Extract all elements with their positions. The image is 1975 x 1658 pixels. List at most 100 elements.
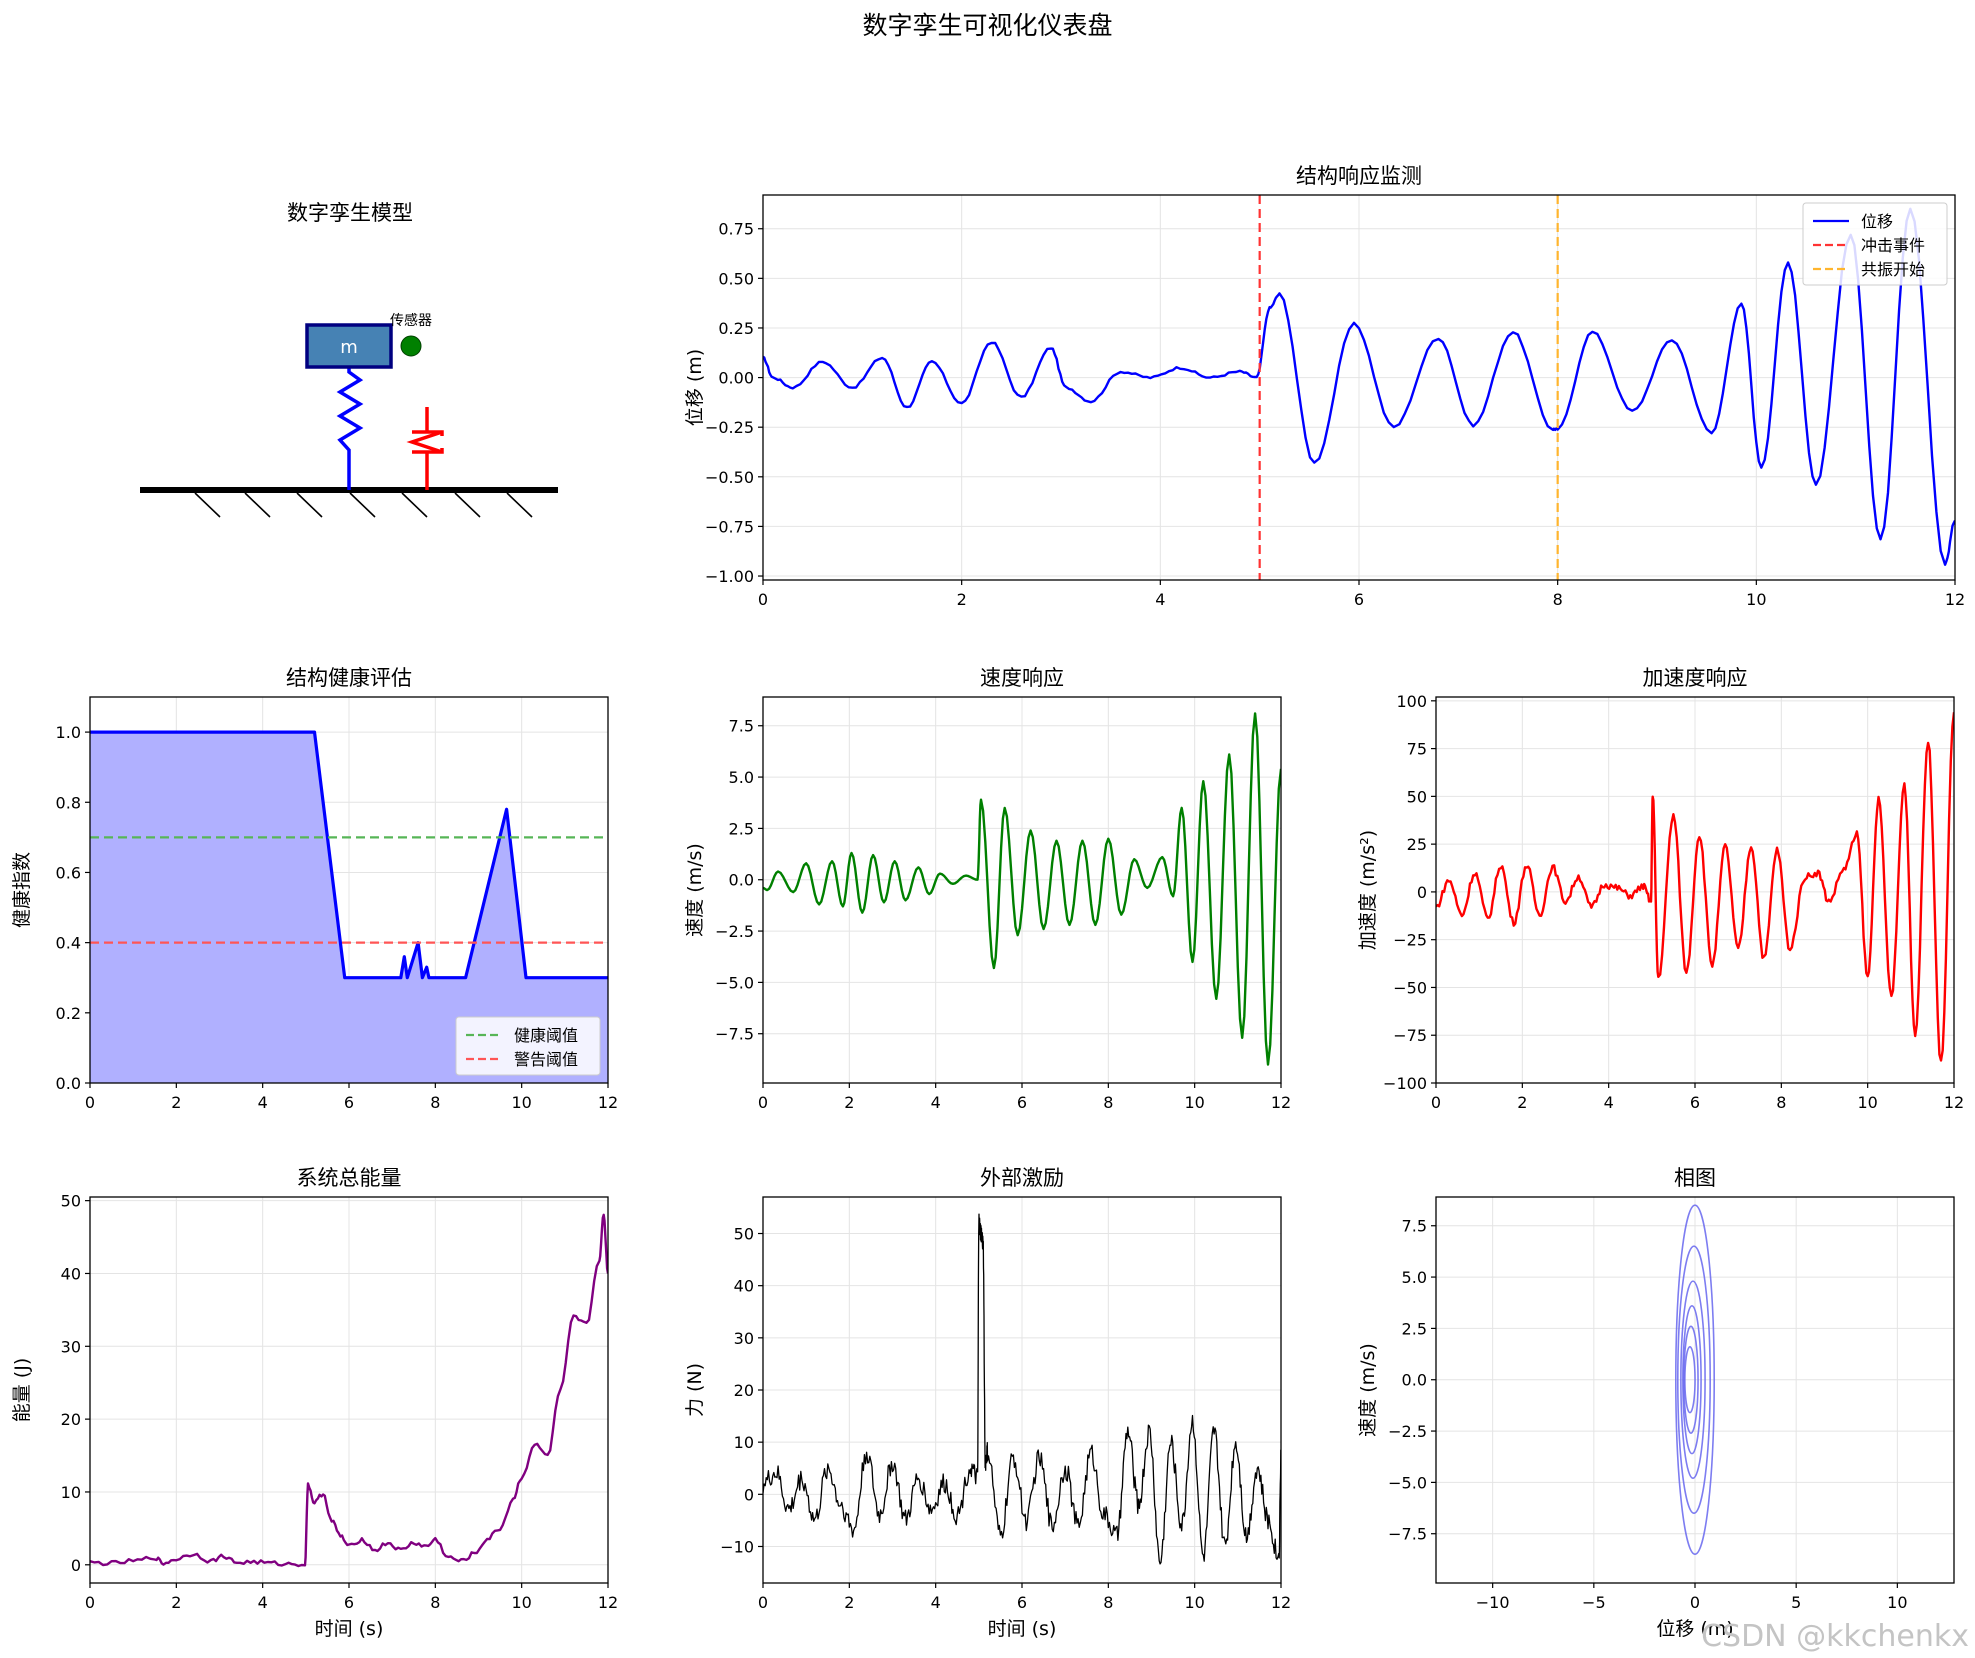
legend-label: 共振开始 <box>1861 260 1925 279</box>
series-line <box>763 712 1281 1066</box>
phase-orbit <box>1675 1204 1716 1556</box>
x-tick-label: 0 <box>1690 1593 1700 1612</box>
y-tick-label: 0.25 <box>718 319 754 338</box>
x-tick-label: 8 <box>430 1093 440 1112</box>
y-axis-label: 力 (N) <box>684 1363 706 1417</box>
y-tick-label: −2.5 <box>1388 1422 1427 1441</box>
y-tick-label: 0.0 <box>56 1074 81 1093</box>
x-axis-label: 位移 (m) <box>1656 1618 1733 1640</box>
legend-label: 警告阈值 <box>514 1050 578 1069</box>
y-tick-label: 7.5 <box>729 717 754 736</box>
y-tick-label: −2.5 <box>715 922 754 941</box>
x-tick-label: 8 <box>430 1593 440 1612</box>
y-tick-label: 40 <box>734 1277 754 1296</box>
y-tick-label: 10 <box>61 1483 81 1502</box>
x-tick-label: 6 <box>1690 1093 1700 1112</box>
x-tick-label: 8 <box>1103 1093 1113 1112</box>
x-tick-label: 12 <box>1945 590 1965 609</box>
x-tick-label: 2 <box>171 1593 181 1612</box>
chart-title: 相图 <box>1674 1166 1716 1190</box>
y-axis-label: 能量 (J) <box>11 1358 33 1422</box>
x-tick-label: 10 <box>511 1593 531 1612</box>
x-tick-label: 4 <box>258 1093 268 1112</box>
y-tick-label: −75 <box>1393 1026 1427 1045</box>
x-tick-label: 4 <box>931 1093 941 1112</box>
x-tick-label: 2 <box>171 1093 181 1112</box>
y-tick-label: 0 <box>1417 883 1427 902</box>
y-tick-label: −10 <box>720 1537 754 1556</box>
y-tick-label: −100 <box>1383 1074 1427 1093</box>
model-panel-title: 数字孪生模型 <box>287 201 413 225</box>
series-line <box>763 207 1955 566</box>
y-tick-label: 40 <box>61 1264 81 1283</box>
y-axis-label: 速度 (m/s) <box>684 843 706 937</box>
x-tick-label: 10 <box>1887 1593 1907 1612</box>
phase-orbit <box>1682 1305 1702 1455</box>
y-tick-label: 0.8 <box>56 793 81 812</box>
chart-title: 结构健康评估 <box>286 666 412 690</box>
series-line <box>90 1213 608 1568</box>
y-tick-label: 0.2 <box>56 1004 81 1023</box>
phase-orbit <box>1676 1245 1711 1515</box>
x-tick-label: 4 <box>1604 1093 1614 1112</box>
y-tick-label: −5.0 <box>715 973 754 992</box>
y-tick-label: −5.0 <box>1388 1473 1427 1492</box>
y-tick-label: 50 <box>734 1225 754 1244</box>
response-monitor-chart: 0 2 4 6 8 10 12 −1.00 −0.75 −0.50 −0.25 0.00 0.25 0.5… <box>684 164 1965 609</box>
y-tick-label: 0.4 <box>56 934 81 953</box>
x-tick-label: −10 <box>1476 1593 1510 1612</box>
x-tick-label: 12 <box>598 1093 618 1112</box>
y-tick-label: 75 <box>1407 740 1427 759</box>
legend-label: 冲击事件 <box>1861 236 1925 255</box>
x-tick-label: 12 <box>598 1593 618 1612</box>
y-tick-label: −1.00 <box>705 567 754 586</box>
x-tick-label: 10 <box>511 1093 531 1112</box>
plot-area <box>763 195 1955 580</box>
health-area <box>90 732 608 1083</box>
y-tick-label: 0 <box>71 1556 81 1575</box>
dashboard-title: 数字孪生可视化仪表盘 <box>862 11 1113 40</box>
x-tick-label: 0 <box>758 1593 768 1612</box>
x-tick-label: 6 <box>1017 1593 1027 1612</box>
x-tick-label: 2 <box>1517 1093 1527 1112</box>
mass-block <box>305 323 393 369</box>
y-tick-label: 7.5 <box>1402 1217 1427 1236</box>
x-tick-label: 0 <box>758 590 768 609</box>
series-line <box>90 730 608 980</box>
y-tick-label: 2.5 <box>1402 1319 1427 1338</box>
x-tick-label: 10 <box>1857 1093 1877 1112</box>
x-tick-label: 6 <box>1017 1093 1027 1112</box>
velocity-response-chart: 0 2 4 6 8 10 12 −7.5 −5.0 −2.5 0.0 2.5 5.0 7.5 速度响应速度 … <box>684 666 1291 1112</box>
legend-box <box>455 1016 601 1076</box>
legend-box <box>1802 202 1948 286</box>
x-tick-label: 0 <box>85 1593 95 1612</box>
mass-label: m <box>340 337 358 358</box>
y-axis-label: 加速度 (m/s²) <box>1357 830 1379 950</box>
y-tick-label: 0.50 <box>718 269 754 288</box>
y-tick-label: −7.5 <box>715 1025 754 1044</box>
chart-title: 系统总能量 <box>297 1166 402 1190</box>
x-tick-label: 10 <box>1746 590 1766 609</box>
x-tick-label: 4 <box>1155 590 1165 609</box>
y-tick-label: 0.0 <box>1402 1371 1427 1390</box>
y-tick-label: 1.0 <box>56 723 81 742</box>
x-tick-label: 6 <box>344 1593 354 1612</box>
x-tick-label: 0 <box>1431 1093 1441 1112</box>
x-tick-label: −5 <box>1582 1593 1606 1612</box>
y-tick-label: 0 <box>744 1485 754 1504</box>
x-tick-label: 6 <box>344 1093 354 1112</box>
y-tick-label: −50 <box>1393 978 1427 997</box>
y-tick-label: 25 <box>1407 835 1427 854</box>
x-tick-label: 10 <box>1184 1593 1204 1612</box>
x-tick-label: 12 <box>1271 1593 1291 1612</box>
x-axis-label: 时间 (s) <box>988 1618 1057 1640</box>
x-tick-label: 0 <box>758 1093 768 1112</box>
spring <box>336 367 364 490</box>
y-tick-label: −25 <box>1393 931 1427 950</box>
y-tick-label: 50 <box>1407 787 1427 806</box>
